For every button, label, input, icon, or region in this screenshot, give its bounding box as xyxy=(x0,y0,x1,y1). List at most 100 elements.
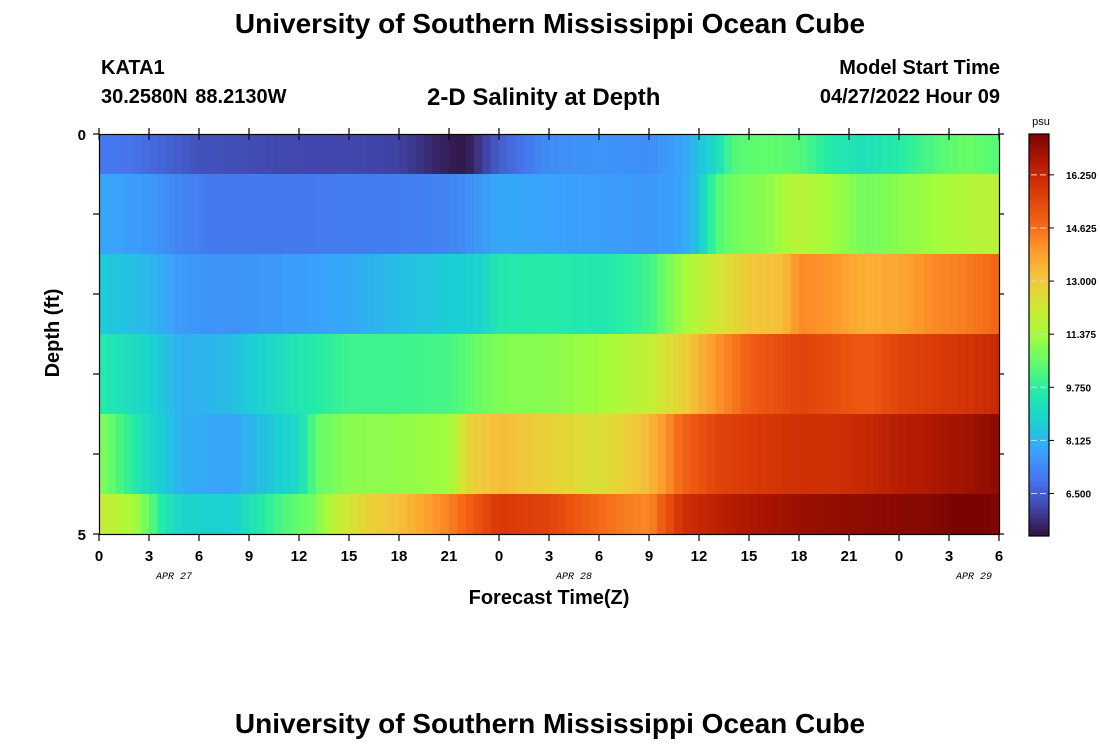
heatmap-cell xyxy=(249,494,258,534)
heatmap-cell xyxy=(415,174,425,254)
x-tick-label: 21 xyxy=(841,548,858,565)
heatmap-cell xyxy=(974,254,983,334)
heatmap-cell xyxy=(282,414,292,494)
heatmap-cell xyxy=(407,174,417,254)
heatmap-cell xyxy=(149,254,158,334)
heatmap-cell xyxy=(349,414,358,494)
heatmap-cell xyxy=(440,254,450,334)
heatmap-cell xyxy=(307,134,317,174)
heatmap-cell xyxy=(640,254,650,334)
heatmap-cell xyxy=(874,334,883,414)
heatmap-cell xyxy=(357,254,367,334)
heatmap-cell xyxy=(315,334,325,414)
heatmap-cell xyxy=(882,174,892,254)
heatmap-cell xyxy=(340,134,350,174)
heatmap-cell xyxy=(324,334,333,414)
heatmap-cell xyxy=(832,254,842,334)
heatmap-cell xyxy=(882,414,892,494)
heatmap-cell xyxy=(149,174,158,254)
heatmap-cell xyxy=(340,174,350,254)
heatmap-cell xyxy=(815,254,825,334)
heatmap-cell xyxy=(715,174,725,254)
heatmap-cell xyxy=(215,254,225,334)
heatmap-cell xyxy=(174,254,183,334)
heatmap-cell xyxy=(224,254,233,334)
heatmap-cell xyxy=(949,254,958,334)
heatmap-cell xyxy=(124,254,133,334)
heatmap-cell xyxy=(174,494,183,534)
heatmap-cell xyxy=(432,414,442,494)
heatmap-cell xyxy=(824,334,833,414)
heatmap-cell xyxy=(640,414,650,494)
heatmap-cell xyxy=(940,494,950,534)
heatmap-cell xyxy=(840,134,850,174)
heatmap-cell xyxy=(707,254,717,334)
heatmap-cell xyxy=(207,494,217,534)
heatmap-cell xyxy=(482,494,492,534)
heatmap-cell xyxy=(740,494,750,534)
heatmap-cell xyxy=(207,254,217,334)
heatmap-cell xyxy=(482,134,492,174)
heatmap-cell xyxy=(640,134,650,174)
heatmap-cell xyxy=(315,174,325,254)
heatmap-cell xyxy=(357,134,367,174)
heatmap-cell xyxy=(324,494,333,534)
heatmap-cell xyxy=(207,414,217,494)
heatmap-cell xyxy=(515,134,525,174)
heatmap-cell xyxy=(240,254,250,334)
heatmap-cell xyxy=(924,254,933,334)
colorbar-unit: psu xyxy=(1032,116,1050,128)
heatmap-cell xyxy=(399,494,408,534)
heatmap-cell xyxy=(665,494,675,534)
heatmap-cell xyxy=(182,134,192,174)
heatmap-cell xyxy=(857,134,867,174)
heatmap-cell xyxy=(390,334,400,414)
heatmap-cell xyxy=(190,334,200,414)
heatmap-cell xyxy=(532,134,542,174)
heatmap-cell xyxy=(765,254,775,334)
heatmap-cell xyxy=(299,254,308,334)
heatmap-cell xyxy=(490,134,500,174)
heatmap-cell xyxy=(899,254,908,334)
heatmap-cell xyxy=(407,134,417,174)
heatmap-cell xyxy=(340,494,350,534)
heatmap-cell xyxy=(907,414,917,494)
heatmap-cell xyxy=(390,174,400,254)
heatmap-cell xyxy=(690,334,700,414)
heatmap-cell xyxy=(807,414,817,494)
heatmap-cell xyxy=(432,134,442,174)
heatmap-cell xyxy=(524,414,533,494)
heatmap-cell xyxy=(915,414,925,494)
heatmap-cell xyxy=(549,174,558,254)
heatmap-cell xyxy=(707,414,717,494)
heatmap-cell xyxy=(332,254,342,334)
heatmap-cell xyxy=(132,414,142,494)
heatmap-cell xyxy=(907,134,917,174)
heatmap-cell xyxy=(732,414,742,494)
heatmap-cell xyxy=(974,134,983,174)
heatmap-cell xyxy=(707,494,717,534)
heatmap-cell xyxy=(324,174,333,254)
heatmap-cell xyxy=(549,334,558,414)
heatmap-cell xyxy=(757,414,767,494)
station-coordinates: 30.2580N 88.2130W xyxy=(101,86,287,108)
heatmap-cell xyxy=(857,334,867,414)
heatmap-cell xyxy=(315,414,325,494)
heatmap-cell xyxy=(890,254,900,334)
heatmap-cell xyxy=(257,494,267,534)
heatmap-cell xyxy=(674,414,683,494)
heatmap-cell xyxy=(624,174,633,254)
heatmap-cell xyxy=(332,414,342,494)
x-tick-label: 12 xyxy=(691,548,708,565)
heatmap-cell xyxy=(240,334,250,414)
heatmap-cell xyxy=(207,174,217,254)
heatmap-cell xyxy=(340,254,350,334)
heatmap-cell xyxy=(982,134,992,174)
heatmap-cell xyxy=(965,494,975,534)
heatmap-cell xyxy=(449,414,458,494)
heatmap-cell xyxy=(707,334,717,414)
heatmap-cell xyxy=(632,414,642,494)
heatmap-cell xyxy=(365,174,375,254)
heatmap-cell xyxy=(349,494,358,534)
